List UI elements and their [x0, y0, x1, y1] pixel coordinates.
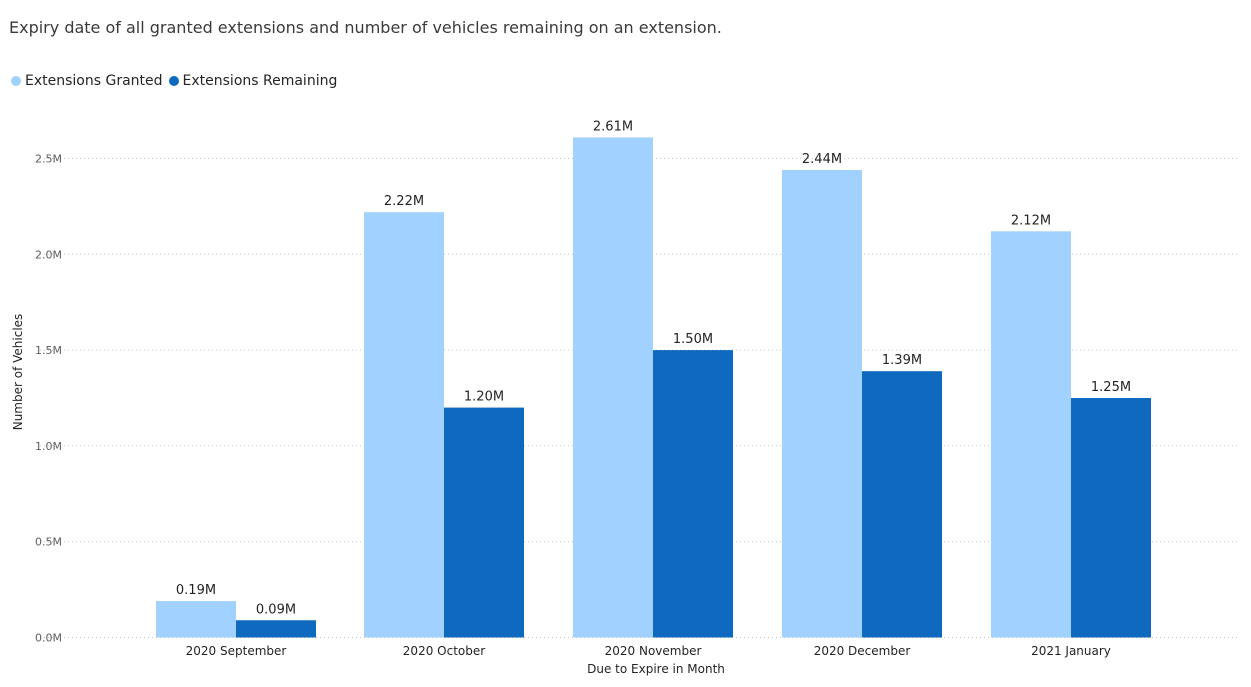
x-category-label: 2020 September [186, 644, 287, 658]
y-tick-label: 1.0M [35, 440, 62, 453]
data-label-remaining: 1.25M [1091, 380, 1131, 395]
data-label-granted: 2.61M [593, 119, 633, 134]
y-tick-label: 2.0M [35, 248, 62, 261]
data-label-remaining: 1.20M [464, 390, 504, 405]
legend-item-remaining[interactable]: Extensions Remaining [168, 73, 338, 89]
y-axis-ticks: 0.0M 0.5M 1.0M 1.5M 2.0M 2.5M [35, 153, 62, 645]
data-label-granted: 0.19M [176, 583, 216, 598]
bar-remaining[interactable] [653, 350, 733, 638]
legend-marker-granted [11, 76, 21, 86]
data-label-remaining: 1.39M [882, 353, 922, 368]
bar-granted[interactable] [991, 231, 1071, 638]
x-category-label: 2020 November [605, 644, 702, 658]
data-labels: 0.19M 0.09M 2.22M 1.20M 2.61M 1.50M 2.44M 1.39M… [176, 119, 1131, 617]
bars [156, 137, 1151, 638]
y-tick-label: 0.0M [35, 632, 62, 645]
bar-remaining[interactable] [862, 371, 942, 638]
y-tick-label: 2.5M [35, 153, 62, 166]
x-category-label: 2020 October [403, 644, 485, 658]
legend-label-remaining: Extensions Remaining [182, 73, 338, 89]
x-category-label: 2020 December [814, 644, 911, 658]
y-axis-title: Number of Vehicles [11, 314, 25, 431]
chart-title: Expiry date of all granted extensions an… [9, 18, 722, 37]
data-label-granted: 2.44M [802, 152, 842, 167]
x-category-label: 2021 January [1031, 644, 1111, 658]
data-label-remaining: 1.50M [673, 332, 713, 347]
bar-granted[interactable] [364, 212, 444, 638]
y-tick-label: 0.5M [35, 536, 62, 549]
data-label-remaining: 0.09M [256, 602, 296, 617]
data-label-granted: 2.22M [384, 194, 424, 209]
data-label-granted: 2.12M [1011, 213, 1051, 228]
y-tick-label: 1.5M [35, 344, 62, 357]
bar-granted[interactable] [156, 601, 236, 638]
bar-remaining[interactable] [236, 620, 316, 638]
bar-granted[interactable] [573, 137, 653, 638]
x-axis-title: Due to Expire in Month [587, 662, 725, 676]
x-axis-categories: 2020 September 2020 October 2020 November 2… [186, 644, 1111, 658]
bar-remaining[interactable] [1071, 398, 1151, 638]
legend-label-granted: Extensions Granted [25, 73, 163, 89]
legend: Extensions Granted Extensions Remaining [11, 73, 343, 89]
legend-marker-remaining [168, 76, 179, 86]
bar-remaining[interactable] [444, 407, 524, 638]
legend-item-granted[interactable]: Extensions Granted [11, 73, 163, 89]
bar-granted[interactable] [782, 169, 862, 638]
